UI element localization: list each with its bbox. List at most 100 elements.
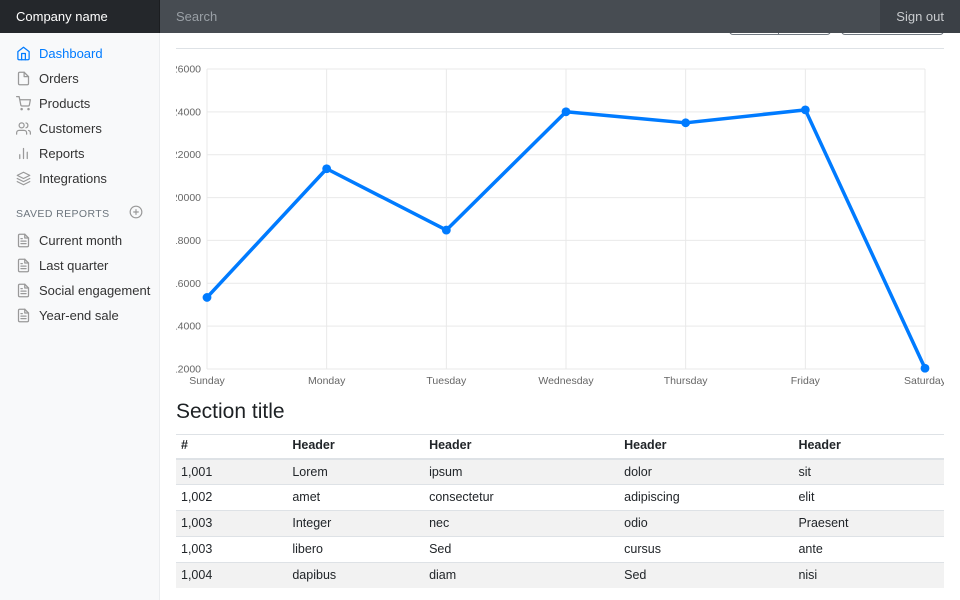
table-cell: Sed — [424, 536, 620, 563]
table-cell: 1,003 — [176, 536, 288, 563]
table-row: 1,003 libero Sed cursus ante — [176, 536, 944, 563]
table-header-row: # Header Header Header Header — [176, 433, 944, 460]
chart-point — [322, 163, 332, 173]
sidebar-item-customers-label: Customers — [39, 121, 102, 136]
table-cell: 1,004 — [176, 562, 288, 588]
saved-report-year-end-sale[interactable]: Year-end sale — [0, 303, 159, 328]
table-cell: libero — [287, 536, 425, 563]
chart-point — [561, 106, 571, 116]
table-row: 1,004 dapibus diam Sed nisi — [176, 562, 944, 588]
line-chart-svg: 12000 14000 16000 18000 20000 22000 24000 26000… — [176, 63, 944, 387]
shopping-cart-icon — [16, 96, 31, 111]
sidebar-item-customers[interactable]: Customers — [0, 116, 159, 141]
table-header-cell: Header — [793, 433, 944, 460]
x-axis-label: Friday — [791, 375, 821, 387]
main-content: Dashboard Share Export This week 1200014… — [160, 0, 960, 588]
sidebar-item-orders[interactable]: Orders — [0, 66, 159, 91]
table-cell: sit — [793, 458, 944, 485]
chart-point — [920, 363, 930, 373]
sidebar-item-dashboard[interactable]: Dashboard — [0, 41, 159, 66]
saved-reports-heading-label: Saved reports — [16, 207, 110, 220]
table-cell: Praesent — [793, 510, 944, 537]
saved-report-current-month-label: Current month — [39, 233, 123, 248]
add-report-button[interactable] — [129, 205, 143, 222]
saved-reports-nav: Current month Last quarter Social engageme… — [0, 228, 159, 328]
table-cell: dolor — [619, 458, 794, 485]
sidebar-item-orders-label: Orders — [39, 71, 79, 86]
users-icon — [16, 122, 31, 135]
sidebar-item-products[interactable]: Products — [0, 91, 159, 116]
file-text-icon — [17, 308, 30, 323]
file-icon — [17, 71, 30, 86]
x-axis-label: Wednesday — [538, 375, 594, 387]
table-cell: odio — [619, 510, 794, 537]
table-cell: 1,001 — [176, 458, 288, 485]
section-title: Section title — [176, 399, 285, 423]
table-cell: ipsum — [424, 458, 620, 485]
sidebar-item-products-label: Products — [39, 96, 91, 111]
home-icon — [17, 46, 30, 61]
chart-point — [681, 118, 691, 127]
chart-point — [441, 225, 451, 235]
y-axis-label: 12000 — [176, 363, 201, 375]
saved-report-social-engagement[interactable]: Social engagement — [0, 278, 159, 303]
saved-reports-heading: Saved reports — [16, 205, 143, 222]
sidebar-item-integrations-label: Integrations — [39, 171, 107, 186]
top-navbar: Company name Sign out — [0, 0, 960, 33]
y-axis-label: 14000 — [176, 320, 201, 332]
x-axis-label: Thursday — [664, 375, 709, 387]
sidebar-nav: Dashboard Orders Products Customers Reports I… — [0, 41, 159, 191]
table-cell: consectetur — [424, 484, 620, 511]
table-head: # Header Header Header Header — [176, 433, 944, 460]
table-cell: Integer — [287, 510, 425, 537]
saved-report-last-quarter[interactable]: Last quarter — [0, 253, 159, 278]
table-cell: nisi — [793, 562, 944, 588]
bar-chart-icon — [19, 147, 28, 160]
line-chart: 12000 14000 16000 18000 20000 22000 24000 26000… — [176, 61, 944, 391]
table-header-cell: # — [176, 433, 288, 460]
saved-report-current-month[interactable]: Current month — [0, 228, 159, 253]
sidebar-item-reports[interactable]: Reports — [0, 141, 159, 166]
chart-point — [202, 292, 212, 302]
file-text-icon — [17, 258, 30, 273]
table-row: 1,003 Integer nec odio Praesent — [176, 510, 944, 537]
search-input[interactable] — [160, 0, 881, 33]
y-axis-label: 24000 — [176, 106, 201, 118]
brand[interactable]: Company name — [0, 0, 160, 33]
layers-icon — [16, 171, 31, 186]
sidebar-item-integrations[interactable]: Integrations — [0, 166, 159, 191]
plus-circle-icon — [129, 205, 143, 219]
data-table: # Header Header Header Header 1,001 Lorem ipsu… — [176, 433, 944, 588]
sidebar: Dashboard Orders Products Customers Reports I… — [0, 33, 160, 600]
sidebar-item-reports-label: Reports — [39, 146, 85, 161]
x-axis-label: Monday — [308, 375, 346, 387]
table-header-cell: Header — [424, 433, 620, 460]
table-cell: amet — [287, 484, 425, 511]
table-cell: elit — [793, 484, 944, 511]
y-axis-label: 26000 — [176, 63, 201, 75]
saved-report-social-engagement-label: Social engagement — [39, 283, 151, 298]
file-text-icon — [17, 233, 30, 248]
sign-out-link[interactable]: Sign out — [896, 9, 944, 24]
table-cell: Sed — [619, 562, 794, 588]
table-cell: Lorem — [287, 458, 425, 485]
table-cell: nec — [424, 510, 620, 537]
table-cell: cursus — [619, 536, 794, 563]
x-axis-label: Sunday — [189, 375, 225, 387]
y-axis-label: 18000 — [176, 235, 201, 247]
table-cell: diam — [424, 562, 620, 588]
table-cell: 1,003 — [176, 510, 288, 537]
y-axis-label: 20000 — [176, 192, 201, 204]
table-header-cell: Header — [619, 433, 794, 460]
table-cell: adipiscing — [619, 484, 794, 511]
file-text-icon — [17, 283, 30, 298]
table-cell: dapibus — [287, 562, 425, 588]
table-row: 1,002 amet consectetur adipiscing elit — [176, 484, 944, 511]
table-header-cell: Header — [287, 433, 425, 460]
chart-point — [800, 105, 810, 114]
x-axis-label: Saturday — [904, 375, 944, 387]
table-row: 1,001 Lorem ipsum dolor sit — [176, 458, 944, 485]
y-axis-label: 16000 — [176, 277, 201, 289]
sidebar-item-dashboard-label: Dashboard — [39, 46, 103, 61]
x-axis-label: Tuesday — [426, 375, 467, 387]
